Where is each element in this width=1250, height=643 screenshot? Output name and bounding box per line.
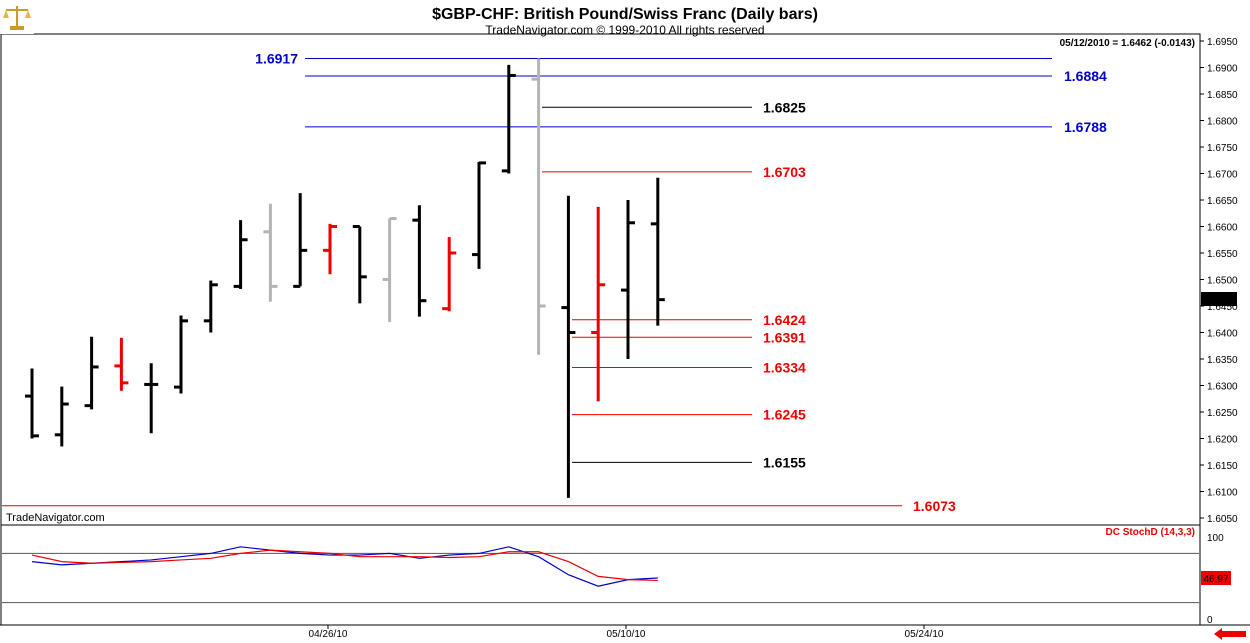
time-axis: 04/26/10 05/10/10 05/24/10 [309,625,944,640]
stoch-tick-label: 100 [1207,533,1224,544]
level-label: 1.6073 [913,498,956,514]
level-label: 1.6155 [763,454,806,470]
y-tick-label: 1.6450 [1207,302,1238,313]
y-tick-label: 1.6950 [1207,37,1238,48]
level-label: 1.6334 [763,359,806,375]
x-tick-label: 04/26/10 [309,629,348,640]
chart-subtitle: TradeNavigator.com © 1999-2010 All right… [485,23,764,37]
ohlc-bar [233,220,248,290]
scales-logo-icon [0,0,34,34]
y-tick-label: 1.6100 [1207,488,1238,499]
ohlc-bar [621,200,635,359]
price-bars [25,58,665,498]
level-label: 1.6703 [763,164,806,180]
stoch-value-label: 46.97 [1203,574,1228,585]
stoch-value-marker: 46.97 [1201,571,1231,585]
level-label: 1.6245 [763,407,806,423]
ohlc-bar [84,336,99,410]
y-tick-label: 1.6350 [1207,355,1238,366]
y-tick-label: 1.6300 [1207,382,1238,393]
y-tick-label: 1.6700 [1207,170,1238,181]
level-label: 1.6391 [763,329,806,345]
ohlc-bar [501,64,516,174]
ohlc-bar [561,195,576,498]
ohlc-bar [263,203,278,302]
last-price-marker: 1.6462 [1201,292,1237,306]
y-tick-label: 1.6900 [1207,64,1238,75]
stoch-series-line [31,549,658,582]
ohlc-bar [412,205,427,317]
x-tick-label: 05/24/10 [905,629,944,640]
ohlc-bar [54,386,69,447]
y-tick-label: 1.6050 [1207,514,1238,525]
level-label: 1.6825 [763,99,806,115]
ohlc-bar [650,177,665,326]
y-tick-label: 1.6550 [1207,249,1238,260]
back-arrow-icon[interactable] [1212,627,1248,641]
watermark-text: TradeNavigator.com [6,512,105,524]
x-tick-label: 05/10/10 [607,629,646,640]
last-price-label: 1.6462 [1204,295,1235,306]
y-tick-label: 1.6850 [1207,90,1238,101]
ohlc-bar [114,337,129,391]
stoch-panel: 100 0 [2,533,1224,626]
level-lines: 1.69171.68841.68251.67881.67031.64241.63… [2,50,1107,514]
ohlc-bar [203,280,218,333]
ohlc-bar [144,363,159,434]
y-tick-label: 1.6650 [1207,196,1238,207]
y-tick-label: 1.6400 [1207,329,1238,340]
y-tick-label: 1.6600 [1207,223,1238,234]
stoch-label: DC StochD (14,3,3) [1106,527,1195,538]
ohlc-bar [293,193,308,288]
ohlc-bar [352,225,367,304]
price-axis: 1.6950 1.6900 1.6850 1.6800 1.6750 1.6700 1.66… [1200,37,1238,525]
y-tick-label: 1.6250 [1207,408,1238,419]
chart-title: $GBP-CHF: British Pound/Swiss Franc (Dai… [432,6,818,23]
ohlc-bar [472,161,486,269]
y-tick-label: 1.6800 [1207,117,1238,128]
level-label: 1.6884 [1064,68,1107,84]
ohlc-bar [25,368,39,439]
level-label: 1.6788 [1064,119,1107,135]
y-tick-label: 1.6200 [1207,435,1238,446]
ohlc-bar [591,206,606,402]
y-tick-label: 1.6750 [1207,143,1238,154]
ohlc-bar [382,217,397,322]
level-label: 1.6424 [763,312,806,328]
price-readout: 05/12/2010 = 1.6462 (-0.0143) [1060,38,1195,49]
y-tick-label: 1.6150 [1207,461,1238,472]
ohlc-bar [442,237,457,312]
ohlc-bar [323,223,337,275]
y-tick-label: 1.6500 [1207,276,1238,287]
ohlc-bar [174,315,188,394]
ohlc-bar [531,58,546,355]
level-label: 1.6917 [255,50,298,66]
stoch-tick-label: 0 [1207,615,1213,626]
